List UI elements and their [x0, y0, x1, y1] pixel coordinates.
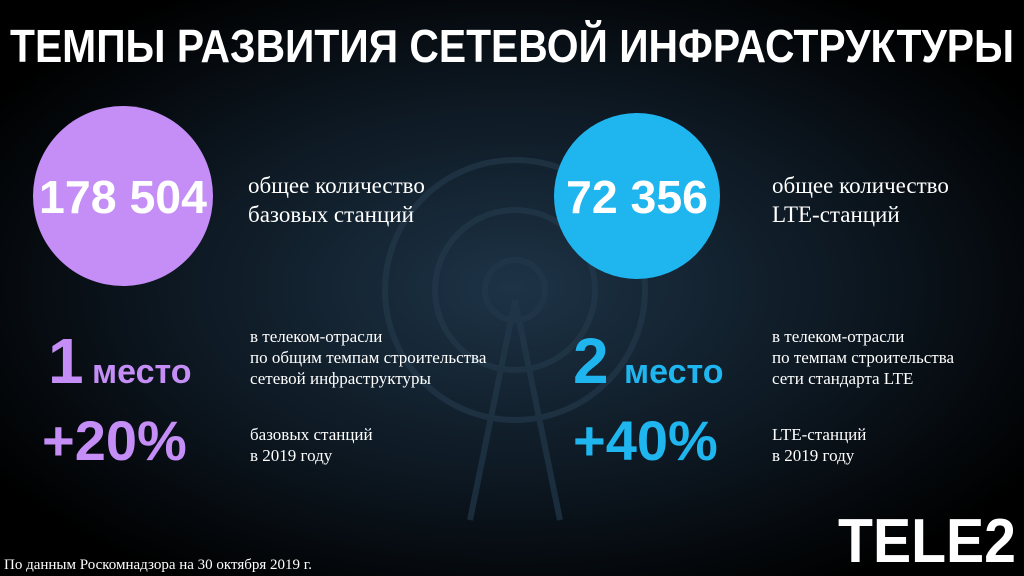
- total: 178 504: [39, 171, 207, 223]
- caption: LTE-станций: [772, 425, 866, 444]
- rank-number: 1: [48, 325, 84, 397]
- circle: [554, 113, 720, 279]
- caption: LTE-станций: [772, 202, 900, 227]
- rank-word: место: [92, 353, 192, 391]
- circle: [33, 106, 213, 286]
- total: 72 356: [566, 171, 708, 223]
- logo: TELE2: [838, 507, 1016, 576]
- title: ТЕМПЫ РАЗВИТИЯ СЕТЕВОЙ ИНФРАСТРУКТУРЫ: [10, 20, 1014, 72]
- caption: в телеком-отрасли: [772, 327, 904, 346]
- rank-number: 2: [573, 325, 609, 397]
- source: По данным Роскомнадзора на 30 октября 20…: [4, 557, 312, 573]
- caption: общее количество: [248, 173, 425, 198]
- caption: базовых станций: [248, 202, 414, 227]
- caption: в 2019 году: [772, 446, 855, 465]
- caption: сетевой инфраструктуры: [250, 369, 431, 388]
- caption: общее количество: [772, 173, 949, 198]
- signal-icon: [382, 157, 648, 521]
- growth: +40%: [573, 409, 718, 472]
- caption: в 2019 году: [250, 446, 333, 465]
- caption: в телеком-отрасли: [250, 327, 382, 346]
- rank-word: место: [624, 353, 724, 391]
- caption: сети стандарта LTE: [772, 369, 913, 388]
- growth: +20%: [42, 409, 187, 472]
- caption: базовых станций: [250, 425, 373, 444]
- caption: по темпам строительства: [772, 348, 954, 367]
- caption: по общим темпам строительства: [250, 348, 487, 367]
